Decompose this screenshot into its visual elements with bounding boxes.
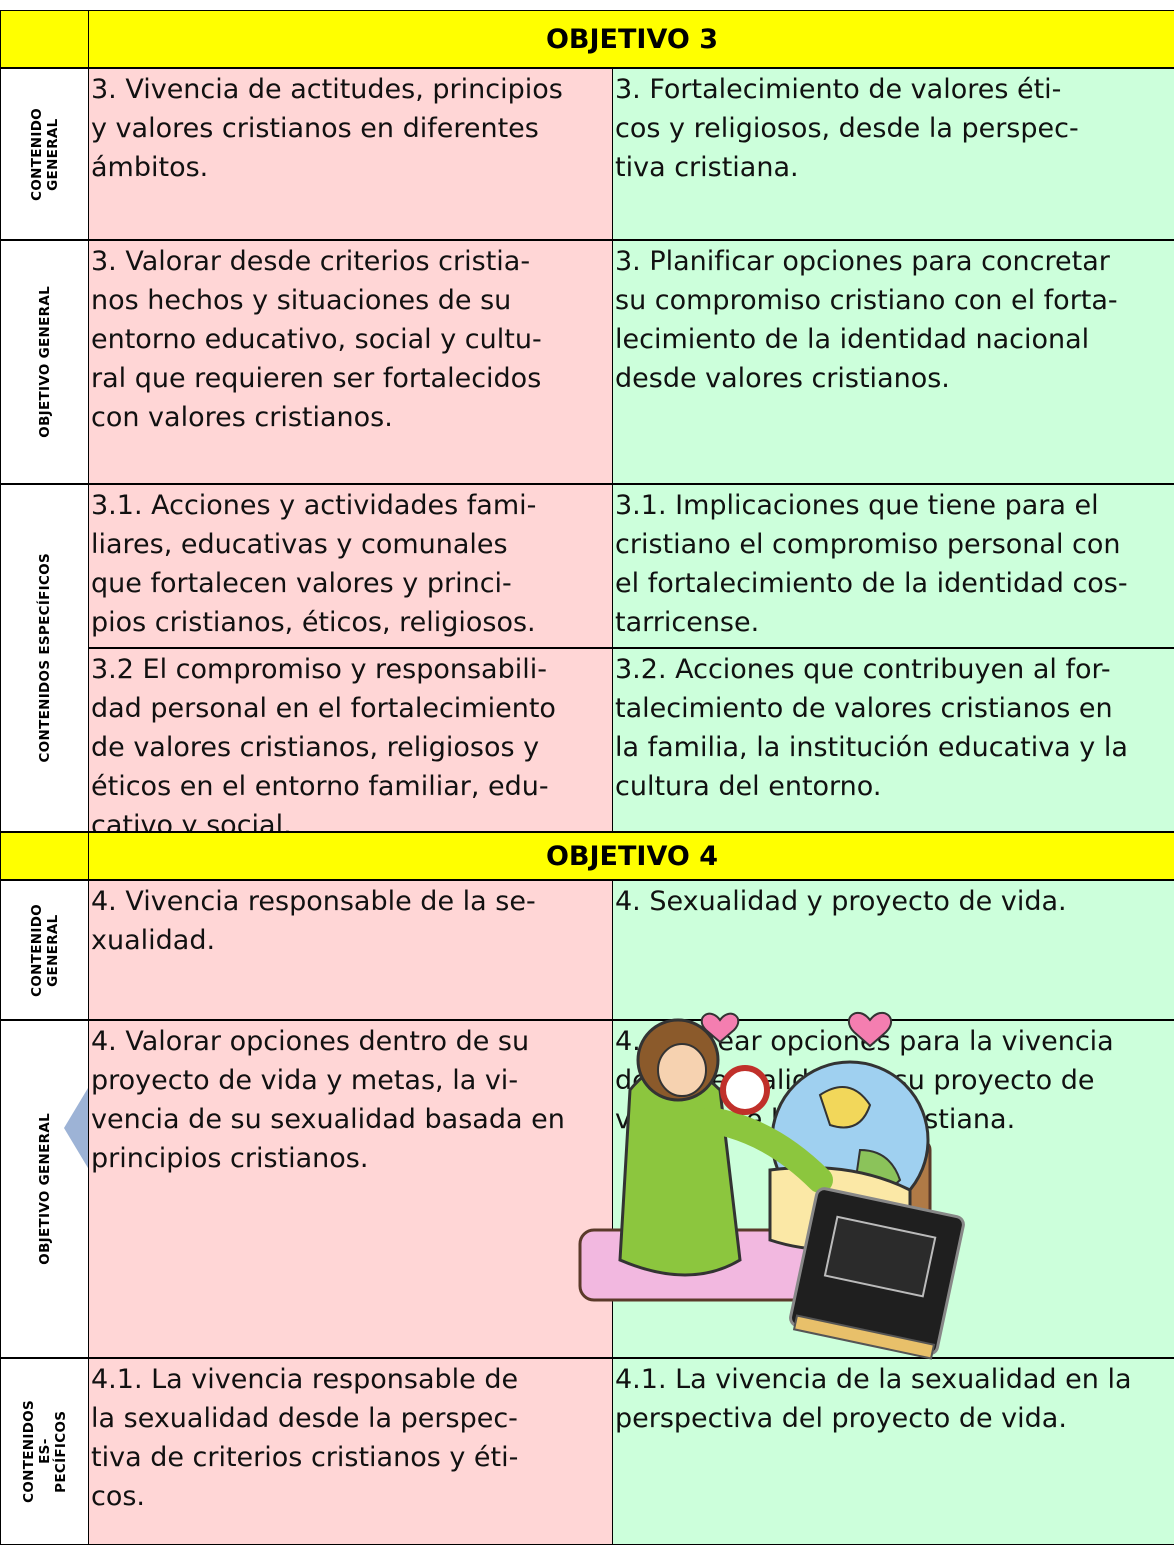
section-title: OBJETIVO 4 bbox=[88, 832, 1174, 880]
row-label-cell: CONTENIDOS ESPECÍFICOS bbox=[0, 484, 89, 832]
decoration bbox=[64, 1088, 88, 1168]
header-corner bbox=[0, 832, 89, 880]
cell-text: 4.1. La vivencia de la sexualidad en la … bbox=[612, 1358, 1174, 1545]
cell-text: 4.1. La vivencia responsable de la sexua… bbox=[88, 1358, 613, 1545]
cell-text: 3. Vivencia de actitudes, principios y v… bbox=[88, 68, 613, 240]
row-label: CONTENIDO GENERAL bbox=[28, 903, 61, 997]
cell-text: 3.2. Acciones que contribuyen al for- ta… bbox=[612, 648, 1174, 832]
row-label: OBJETIVO GENERAL bbox=[36, 1113, 53, 1265]
cell-text: 3.1. Implicaciones que tiene para el cri… bbox=[612, 484, 1174, 648]
row-label-cell: OBJETIVO GENERAL bbox=[0, 1020, 89, 1358]
row-label-cell: CONTENIDO GENERAL bbox=[0, 880, 89, 1020]
cell-text: 3. Valorar desde criterios cristia- nos … bbox=[88, 240, 613, 484]
cell-text: 3.1. Acciones y actividades fami- liares… bbox=[88, 484, 613, 648]
row-label-cell: CONTENIDOS ES- PECÍFICOS bbox=[0, 1358, 89, 1545]
cell-text: 4. Vivencia responsable de la se- xualid… bbox=[88, 880, 613, 1020]
row-label: CONTENIDO GENERAL bbox=[28, 107, 61, 201]
cell-text: 4. Sexualidad y proyecto de vida. bbox=[612, 880, 1174, 1020]
illustration bbox=[578, 1012, 965, 1360]
section-title: OBJETIVO 3 bbox=[88, 10, 1174, 68]
row-label-cell: CONTENIDO GENERAL bbox=[0, 68, 89, 240]
row-label: CONTENIDOS ESPECÍFICOS bbox=[36, 553, 53, 763]
cell-text: 4. Valorar opciones dentro de su proyect… bbox=[88, 1020, 613, 1358]
row-label-cell: OBJETIVO GENERAL bbox=[0, 240, 89, 484]
cell-text: 3. Planificar opciones para concretar su… bbox=[612, 240, 1174, 484]
header-corner bbox=[0, 10, 89, 68]
cell-text: 3. Fortalecimiento de valores éti- cos y… bbox=[612, 68, 1174, 240]
row-label: CONTENIDOS ES- PECÍFICOS bbox=[20, 1400, 69, 1503]
row-label: OBJETIVO GENERAL bbox=[36, 286, 53, 438]
cell-text: 3.2 El compromiso y responsabili- dad pe… bbox=[88, 648, 613, 832]
